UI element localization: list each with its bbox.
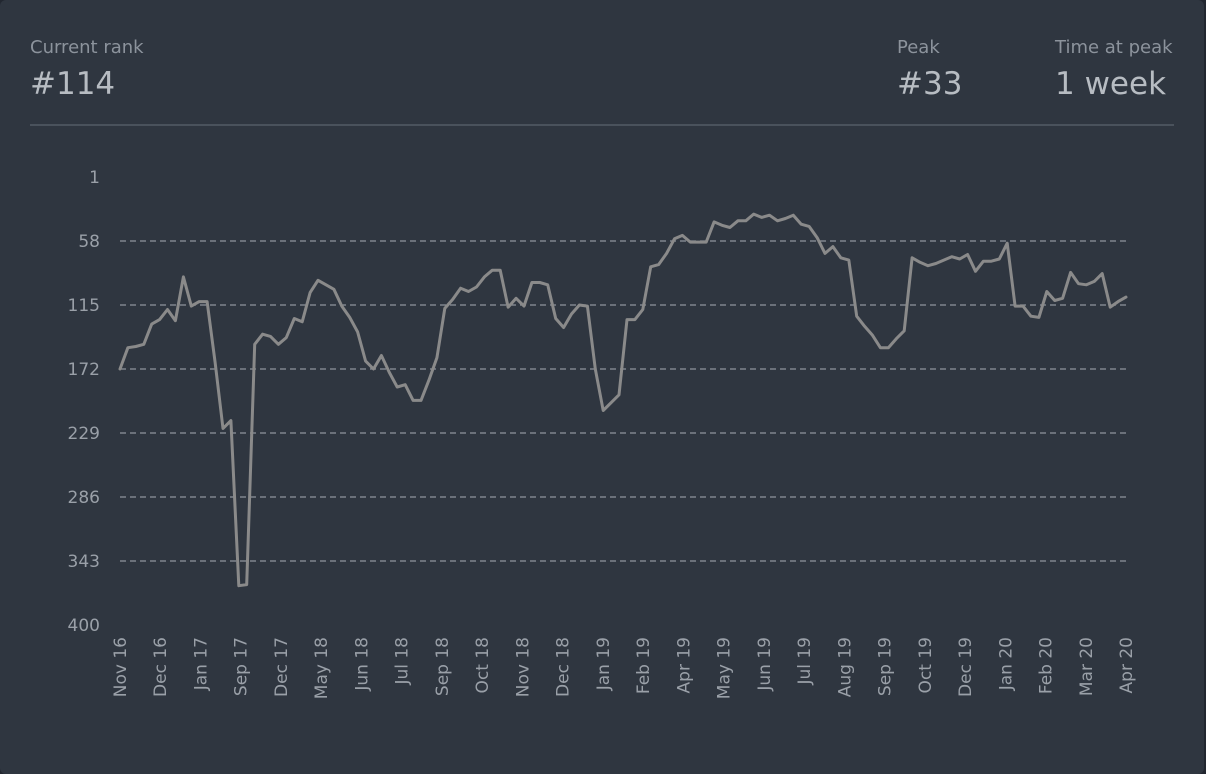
x-tick-label: Aug 19 — [835, 637, 855, 697]
y-tick-label: 229 — [68, 424, 100, 444]
peak-stat: Peak #33 — [897, 36, 962, 106]
time-at-peak-stat: Time at peak 1 week — [1055, 36, 1173, 106]
x-tick-label: Feb 19 — [634, 637, 654, 694]
y-tick-label: 172 — [68, 360, 100, 380]
x-tick-label: Apr 19 — [674, 637, 694, 693]
x-tick-label: Jan 19 — [594, 637, 614, 691]
header-divider — [30, 124, 1174, 126]
y-tick-label: 343 — [68, 552, 100, 572]
x-tick-label: Feb 20 — [1037, 637, 1057, 694]
x-tick-label: Jul 19 — [795, 637, 815, 686]
x-tick-label: Sep 19 — [876, 637, 896, 696]
x-tick-label: May 19 — [715, 637, 735, 699]
x-tick-label: Dec 16 — [151, 637, 171, 697]
x-tick-label: Jun 18 — [352, 637, 372, 692]
x-tick-label: May 18 — [312, 637, 332, 699]
x-tick-label: Dec 19 — [956, 637, 976, 697]
x-tick-label: Jan 20 — [996, 637, 1016, 691]
current-rank-stat: Current rank #114 — [30, 36, 144, 106]
x-tick-label: Nov 16 — [111, 637, 131, 697]
time-at-peak-value: 1 week — [1055, 66, 1167, 102]
peak-label: Peak — [897, 37, 940, 58]
series-layer — [118, 212, 1128, 588]
rank-series-line — [118, 212, 1128, 588]
x-axis-ticks: Nov 16 Dec 16 Jan 17 Sep 17 Dec 17 May 18 Jun … — [111, 637, 1137, 699]
x-tick-label: Apr 20 — [1117, 637, 1137, 693]
peak-value: #33 — [897, 66, 963, 102]
y-axis-ticks: 1 58 115 172 229 286 343 400 — [68, 168, 100, 636]
time-at-peak-label: Time at peak — [1055, 37, 1173, 58]
y-tick-label: 1 — [89, 168, 100, 188]
y-tick-label: 400 — [68, 616, 100, 636]
x-tick-label: Sep 17 — [232, 637, 252, 696]
x-tick-label: Jan 17 — [191, 637, 211, 691]
x-tick-label: Jun 19 — [755, 637, 775, 692]
x-tick-label: Dec 18 — [554, 637, 574, 697]
x-tick-label: Oct 19 — [916, 637, 936, 693]
x-tick-label: Oct 18 — [473, 637, 493, 693]
current-rank-value: #114 — [30, 66, 116, 102]
x-tick-label: Mar 20 — [1077, 637, 1097, 696]
x-tick-label: Dec 17 — [272, 637, 292, 697]
x-tick-label: Nov 18 — [513, 637, 533, 697]
y-tick-label: 58 — [78, 232, 100, 252]
current-rank-label: Current rank — [30, 37, 144, 58]
gridlines — [120, 240, 1128, 562]
x-tick-label: Sep 18 — [433, 637, 453, 696]
y-tick-label: 286 — [68, 488, 100, 508]
y-tick-label: 115 — [68, 296, 100, 316]
x-tick-label: Jul 18 — [393, 637, 413, 686]
